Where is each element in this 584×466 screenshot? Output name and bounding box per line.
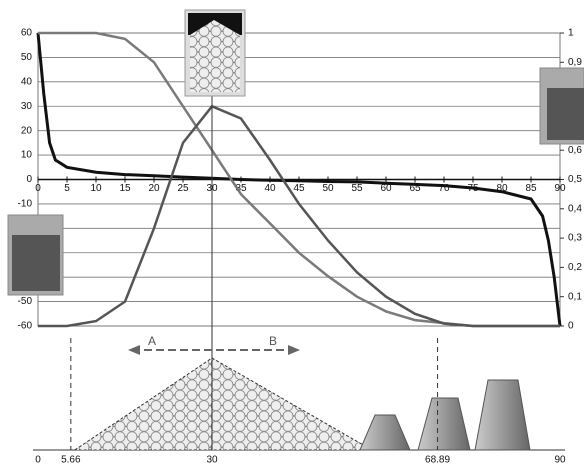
y-tick-label: 60 [21, 28, 33, 39]
y2-tick-label: 0,4 [568, 203, 582, 214]
x-tick-label: 55 [351, 183, 363, 194]
x-tick-label: 10 [90, 183, 102, 194]
x-tick-label: 0 [35, 455, 41, 466]
container-fill [12, 235, 60, 291]
x-tick-label: 35 [235, 183, 247, 194]
x-tick-label: 30 [206, 455, 218, 466]
y2-tick-label: 0,1 [568, 291, 582, 302]
x-tick-label: 0 [35, 183, 41, 194]
x-tick-label: 15 [119, 183, 131, 194]
x-tick-label: 50 [322, 183, 334, 194]
y2-tick-label: 1 [568, 28, 574, 39]
y-tick-label: -10 [18, 199, 33, 210]
x-tick-label: 40 [264, 183, 276, 194]
y-tick-label: 50 [21, 52, 33, 63]
x-tick-label: 65 [409, 183, 421, 194]
y-tick-label: -50 [18, 296, 33, 307]
annotation: A [148, 334, 156, 348]
y-tick-label: -60 [18, 321, 33, 332]
annotation: B [269, 334, 277, 348]
y-tick-label: 20 [21, 125, 33, 136]
x-tick-label: 90 [554, 455, 566, 466]
heap [359, 414, 411, 451]
pile [73, 357, 374, 451]
container-fill [547, 88, 584, 140]
y2-tick-label: 0,3 [568, 233, 582, 244]
x-tick-label: 5.66 [61, 455, 81, 466]
y2-tick-label: 0,6 [568, 145, 582, 156]
y-tick-label: 0 [26, 174, 32, 185]
y-tick-label: 10 [21, 150, 33, 161]
x-tick-label: 60 [380, 183, 392, 194]
y-tick-label: 40 [21, 76, 33, 87]
x-tick-label: 90 [554, 183, 566, 194]
heap [474, 379, 531, 451]
x-tick-label: 85 [525, 183, 537, 194]
y2-tick-label: 0 [568, 321, 574, 332]
container-icons [7, 9, 584, 296]
series-line [38, 104, 560, 328]
y2-tick-label: 0,5 [568, 174, 582, 185]
series-line [36, 32, 562, 327]
line-panel: -60-50-40-30-20-10010203040506000,10,20,… [18, 28, 583, 332]
x-tick-label: 5 [64, 183, 70, 194]
x-tick-label: 70 [438, 183, 450, 194]
y2-tick-label: 0,9 [568, 57, 582, 68]
x-tick-label: 80 [496, 183, 508, 194]
x-tick-label: 45 [293, 183, 305, 194]
y-tick-label: 30 [21, 101, 33, 112]
container-pile [190, 20, 240, 92]
x-tick-label: 25 [177, 183, 189, 194]
x-tick-label: 68.89 [425, 455, 450, 466]
heap [417, 397, 471, 451]
y2-tick-label: 0,2 [568, 262, 582, 273]
x-tick-label: 20 [148, 183, 160, 194]
diagram-panel: 0 5.66 30 68.89 90 A B [33, 10, 566, 466]
